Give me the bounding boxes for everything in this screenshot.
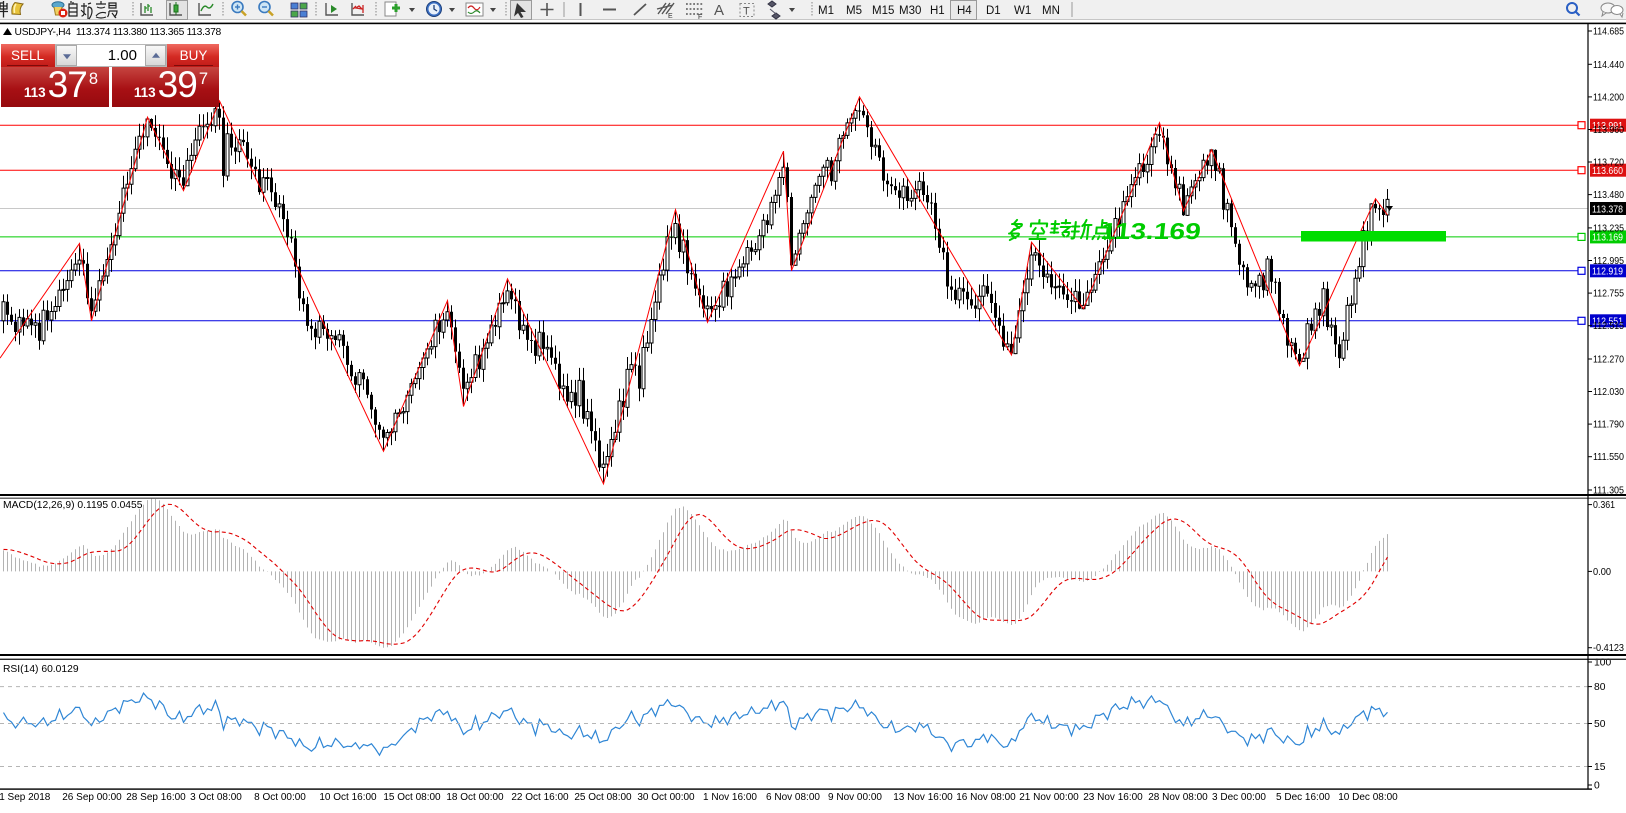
svg-text:M1: M1 — [818, 5, 834, 17]
svg-text:15: 15 — [1594, 762, 1606, 773]
svg-text:RSI(14) 60.0129: RSI(14) 60.0129 — [3, 664, 79, 675]
svg-text:114.685: 114.685 — [1593, 27, 1624, 38]
svg-text:114.200: 114.200 — [1593, 92, 1624, 103]
svg-text:3 Dec 00:00: 3 Dec 00:00 — [1212, 792, 1266, 803]
svg-text:MACD(12,26,9) 0.1195 0.0455: MACD(12,26,9) 0.1195 0.0455 — [3, 500, 143, 511]
svg-text:5 Dec 16:00: 5 Dec 16:00 — [1276, 792, 1330, 803]
svg-text:28 Sep 16:00: 28 Sep 16:00 — [126, 792, 186, 803]
svg-text:21 Sep 2018: 21 Sep 2018 — [0, 792, 51, 803]
svg-text:T: T — [743, 6, 750, 18]
svg-text:MN: MN — [1042, 5, 1060, 17]
svg-text:22 Oct 16:00: 22 Oct 16:00 — [511, 792, 569, 803]
svg-text:6 Nov 08:00: 6 Nov 08:00 — [766, 792, 820, 803]
svg-text:10 Dec 08:00: 10 Dec 08:00 — [1338, 792, 1398, 803]
svg-text:21 Nov 00:00: 21 Nov 00:00 — [1019, 792, 1079, 803]
svg-text:113.169: 113.169 — [1099, 218, 1202, 244]
svg-text:W1: W1 — [1014, 5, 1031, 17]
svg-text:M30: M30 — [899, 5, 921, 17]
svg-text:13 Nov 16:00: 13 Nov 16:00 — [893, 792, 953, 803]
svg-text:112.551: 112.551 — [1592, 317, 1623, 328]
svg-text:1 Nov 16:00: 1 Nov 16:00 — [703, 792, 757, 803]
svg-text:112.919: 112.919 — [1592, 267, 1623, 278]
svg-text:0: 0 — [1594, 781, 1600, 792]
svg-text:80: 80 — [1594, 682, 1606, 693]
svg-text:M5: M5 — [846, 5, 862, 17]
svg-text:26 Sep 00:00: 26 Sep 00:00 — [62, 792, 122, 803]
svg-text:112.270: 112.270 — [1593, 355, 1624, 366]
svg-text:23 Nov 16:00: 23 Nov 16:00 — [1083, 792, 1143, 803]
svg-text:30 Oct 00:00: 30 Oct 00:00 — [637, 792, 695, 803]
svg-text:10 Oct 16:00: 10 Oct 16:00 — [319, 792, 377, 803]
svg-text:50: 50 — [1594, 719, 1606, 730]
svg-text:A: A — [714, 2, 724, 19]
svg-text:112.755: 112.755 — [1593, 289, 1624, 300]
svg-text:0.00: 0.00 — [1593, 567, 1611, 578]
svg-text:9 Nov 00:00: 9 Nov 00:00 — [828, 792, 882, 803]
svg-text:113.378: 113.378 — [1592, 204, 1623, 215]
svg-text:111.790: 111.790 — [1593, 420, 1624, 431]
svg-text:112.030: 112.030 — [1593, 387, 1624, 398]
svg-text:D1: D1 — [986, 5, 1001, 17]
svg-text:-0.4123: -0.4123 — [1593, 643, 1624, 654]
svg-text:112.515: 112.515 — [1593, 321, 1624, 332]
svg-text:100: 100 — [1594, 658, 1611, 669]
svg-text:112.995: 112.995 — [1593, 256, 1624, 267]
svg-text:113.960: 113.960 — [1593, 125, 1624, 136]
svg-text:E: E — [668, 13, 673, 20]
svg-text:0.361: 0.361 — [1593, 500, 1615, 511]
svg-text:113.991: 113.991 — [1592, 121, 1623, 132]
svg-text:H4: H4 — [957, 5, 972, 17]
svg-text:111.305: 111.305 — [1593, 486, 1624, 497]
svg-text:8 Oct 00:00: 8 Oct 00:00 — [254, 792, 306, 803]
svg-text:114.440: 114.440 — [1593, 60, 1624, 71]
svg-text:18 Oct 00:00: 18 Oct 00:00 — [446, 792, 504, 803]
svg-text:25 Oct 08:00: 25 Oct 08:00 — [574, 792, 632, 803]
svg-text:113.480: 113.480 — [1593, 190, 1624, 201]
svg-text:111.550: 111.550 — [1593, 452, 1624, 463]
svg-text:113.720: 113.720 — [1593, 158, 1624, 169]
svg-text:16 Nov 08:00: 16 Nov 08:00 — [956, 792, 1016, 803]
svg-text:M15: M15 — [872, 5, 894, 17]
svg-text:113.235: 113.235 — [1593, 223, 1624, 234]
svg-text:F: F — [698, 14, 702, 20]
svg-text:28 Nov 08:00: 28 Nov 08:00 — [1148, 792, 1208, 803]
svg-text:3 Oct 08:00: 3 Oct 08:00 — [190, 792, 242, 803]
svg-text:15 Oct 08:00: 15 Oct 08:00 — [383, 792, 441, 803]
svg-text:113.169: 113.169 — [1592, 233, 1623, 244]
svg-text:H1: H1 — [930, 5, 945, 17]
svg-text:113.660: 113.660 — [1592, 166, 1623, 177]
